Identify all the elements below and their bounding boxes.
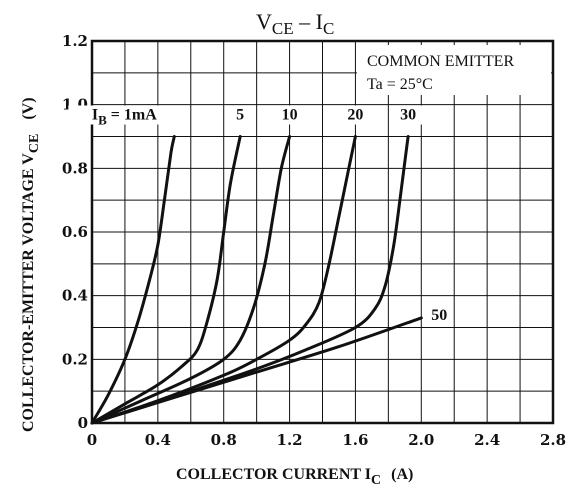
x-tick-label: 1.2 (277, 431, 303, 449)
series-line-1mA (90, 135, 176, 425)
legend-prefix-eq: = (107, 107, 124, 124)
y-tick-label: 0 (78, 414, 88, 432)
curve-label-1mA: IB = 1mA (92, 107, 157, 128)
curve-label-backing (68, 105, 181, 125)
y-axis-title-unit: (V) (20, 97, 37, 119)
y-axis-title: COLLECTOR-EMITTER VOLTAGE VCE (V) (20, 97, 42, 432)
series-line-30 (90, 135, 410, 425)
title-main: V (256, 9, 272, 34)
series-line-5 (90, 135, 242, 425)
x-tick-label: 2.8 (540, 431, 566, 449)
chart-title: VCE – IC (256, 9, 334, 38)
svg-text:VCE – IC: VCE – IC (256, 9, 334, 38)
x-tick-label: 0 (87, 431, 97, 449)
y-axis-title-sub: CE (27, 134, 42, 153)
y-tick-label: 0.8 (62, 159, 88, 177)
title-second: I (316, 9, 323, 34)
curve-label-30: 30 (400, 107, 416, 124)
curve-label-20: 20 (347, 107, 363, 124)
curve-label-backing (229, 105, 252, 125)
y-tick-labels: 00.20.40.60.81.01.2 (62, 32, 88, 432)
curve-label-backing (425, 305, 454, 325)
x-axis-title-text: COLLECTOR CURRENT I (176, 466, 371, 483)
curve-label-5: 5 (236, 107, 244, 124)
curve-label-50: 50 (431, 307, 447, 324)
curve-label-backing (274, 105, 305, 125)
x-tick-labels: 0 0.4 0.8 1.2 1.6 2.0 2.4 2.8 (87, 431, 566, 449)
curve-label-10: 10 (282, 107, 298, 124)
title-main-sub: CE (272, 19, 294, 38)
x-tick-label: 1.6 (342, 431, 368, 449)
x-tick-label: 2.0 (408, 431, 434, 449)
series-line-20 (90, 135, 357, 425)
x-tick-label: 2.4 (474, 431, 500, 449)
curve-label-backing (340, 105, 371, 125)
curve-labels: IB = 1mA 5 10 20 30 50 (68, 105, 454, 325)
x-axis-title-unit: (A) (391, 466, 413, 483)
x-axis-title: COLLECTOR CURRENT IC (A) (176, 466, 413, 488)
x-tick-label: 0.4 (145, 431, 171, 449)
y-tick-label: 1.2 (62, 32, 88, 50)
y-tick-label: 0.2 (62, 350, 88, 368)
y-tick-label: 0.4 (62, 287, 88, 305)
title-second-sub: C (323, 19, 334, 38)
curves (90, 135, 423, 425)
svg-text:COLLECTOR-EMITTER VOLTAGE VC: COLLECTOR-EMITTER VOLTAGE VCE (V) (20, 97, 42, 432)
legend-prefix: I (92, 107, 98, 124)
x-tick-label: 0.8 (211, 431, 237, 449)
title-separator: – (294, 9, 316, 34)
curve-label-value: 1mA (124, 107, 157, 124)
grid (92, 41, 553, 423)
svg-text:COLLECTOR CURRENT IC(A): COLLECTOR CURRENT IC (A) (176, 466, 413, 488)
series-line-50 (90, 316, 423, 425)
series-line-10 (90, 135, 292, 425)
plot-frame (90, 39, 555, 425)
curve-label-backing (393, 105, 424, 125)
legend-prefix-sub: B (98, 113, 107, 128)
annotation-line-1: COMMON EMITTER (367, 53, 514, 70)
y-tick-label: 0.6 (62, 223, 88, 241)
annotation-box: COMMON EMITTER Ta = 25°C (357, 45, 551, 95)
x-axis-title-sub: C (371, 473, 381, 488)
annotation-line-2: Ta = 25°C (367, 76, 433, 93)
y-axis-title-text: COLLECTOR-EMITTER VOLTAGE V (20, 153, 37, 432)
